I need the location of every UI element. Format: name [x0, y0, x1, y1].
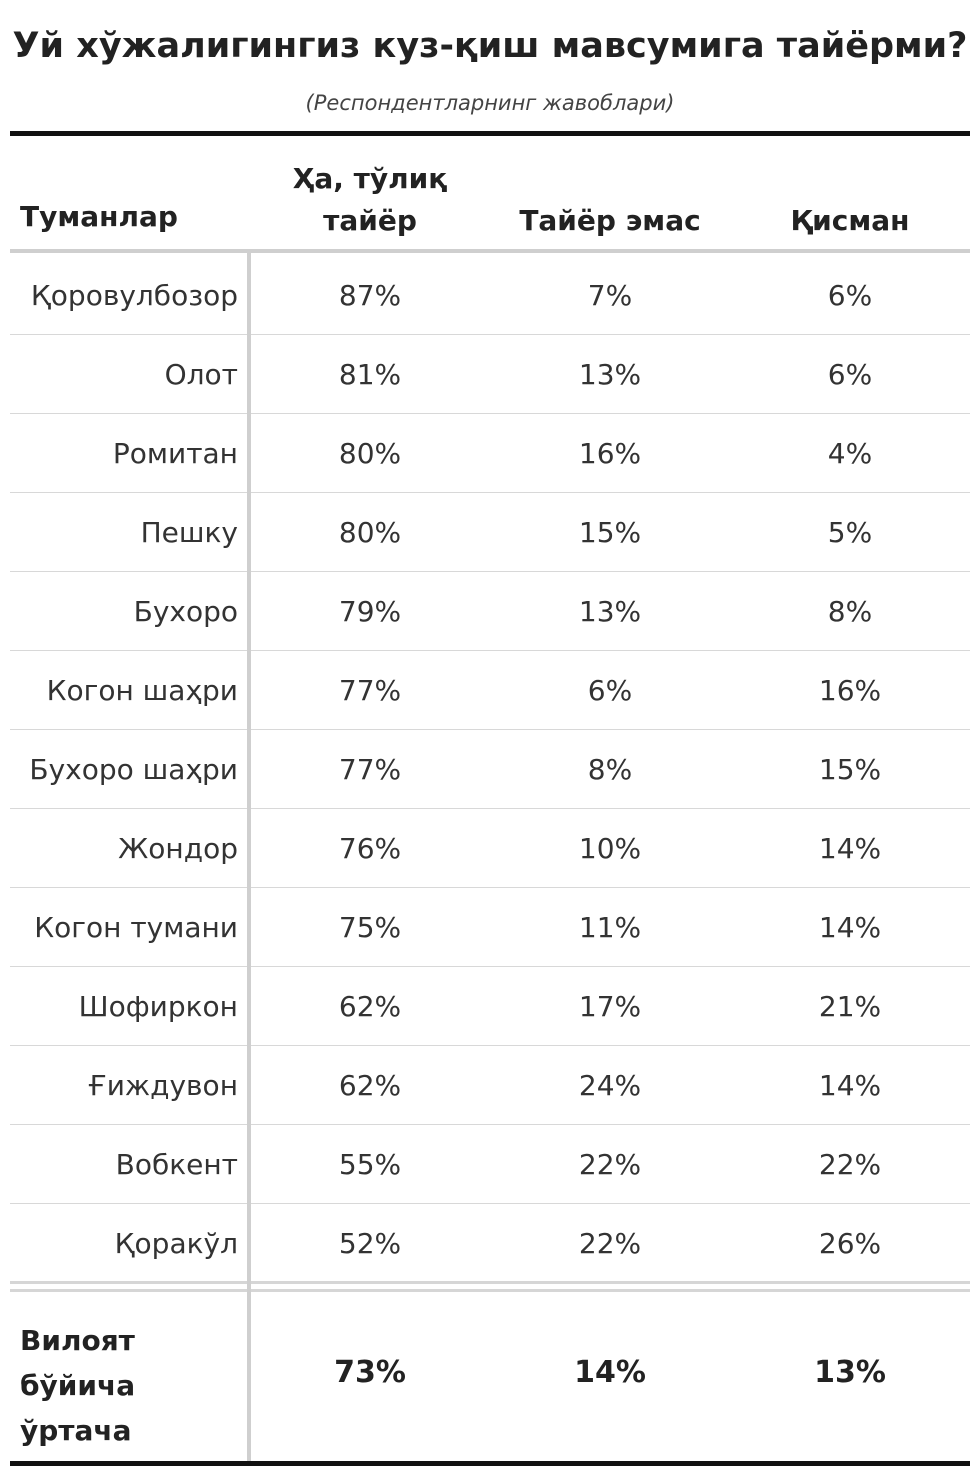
- table-row: Вобкент 55% 22% 22%: [10, 1125, 970, 1204]
- district-name: Ромитан: [112, 437, 238, 470]
- average-partially: 13%: [814, 1355, 886, 1390]
- header-not-ready: Тайёр эмас: [519, 204, 701, 237]
- cell-partially: 8%: [827, 595, 873, 628]
- table-row: Қоровулбозор 87% 7% 6%: [10, 256, 970, 335]
- table-row: Ғиждувон 62% 24% 14%: [10, 1046, 970, 1125]
- table-row: Шофиркон 62% 17% 21%: [10, 967, 970, 1046]
- cell-not-ready: 22%: [578, 1148, 642, 1181]
- cell-fully-ready: 62%: [338, 990, 402, 1023]
- cell-partially: 14%: [818, 832, 882, 865]
- cell-not-ready: 8%: [587, 753, 633, 786]
- cell-fully-ready: 77%: [338, 674, 402, 707]
- cell-not-ready: 10%: [578, 832, 642, 865]
- table-row: Ромитан 80% 16% 4%: [10, 414, 970, 493]
- average-row-label: Вилоят бўйича ўртача: [20, 1324, 136, 1447]
- cell-partially: 21%: [818, 990, 882, 1023]
- cell-not-ready: 24%: [578, 1069, 642, 1102]
- cell-fully-ready: 76%: [338, 832, 402, 865]
- table-row: Бухоро шаҳри 77% 8% 15%: [10, 730, 970, 809]
- cell-fully-ready: 77%: [338, 753, 402, 786]
- district-name: Вобкент: [115, 1148, 238, 1181]
- header-rule: [10, 249, 970, 253]
- table-row: Жондор 76% 10% 14%: [10, 809, 970, 888]
- cell-not-ready: 22%: [578, 1227, 642, 1260]
- table-row: Когон шаҳри 77% 6% 16%: [10, 651, 970, 730]
- table-row: Пешку 80% 15% 5%: [10, 493, 970, 572]
- table-row: Бухоро 79% 13% 8%: [10, 572, 970, 651]
- cell-partially: 4%: [827, 437, 873, 470]
- cell-fully-ready: 75%: [338, 911, 402, 944]
- cell-fully-ready: 79%: [338, 595, 402, 628]
- cell-not-ready: 17%: [578, 990, 642, 1023]
- average-separator-top: [10, 1281, 970, 1284]
- bottom-rule: [10, 1461, 970, 1466]
- district-name: Когон шаҳри: [46, 674, 238, 707]
- cell-fully-ready: 62%: [338, 1069, 402, 1102]
- cell-not-ready: 13%: [578, 595, 642, 628]
- average-separator-bottom: [10, 1289, 970, 1292]
- average-not-ready: 14%: [574, 1355, 646, 1390]
- cell-fully-ready: 80%: [338, 516, 402, 549]
- cell-not-ready: 11%: [578, 911, 642, 944]
- cell-fully-ready: 81%: [338, 358, 402, 391]
- district-name: Қоракўл: [114, 1227, 238, 1260]
- district-name: Когон тумани: [34, 911, 238, 944]
- district-name: Бухоро шаҳри: [29, 753, 238, 786]
- cell-not-ready: 15%: [578, 516, 642, 549]
- cell-fully-ready: 52%: [338, 1227, 402, 1260]
- district-name: Олот: [164, 358, 238, 391]
- table-row: Когон тумани 75% 11% 14%: [10, 888, 970, 967]
- cell-not-ready: 13%: [578, 358, 642, 391]
- cell-fully-ready: 87%: [338, 279, 402, 312]
- cell-partially: 14%: [818, 1069, 882, 1102]
- cell-partially: 22%: [818, 1148, 882, 1181]
- header-fully-ready: Ҳа, тўлиқ тайёр: [292, 162, 448, 237]
- district-name: Ғиждувон: [87, 1069, 238, 1102]
- cell-partially: 5%: [827, 516, 873, 549]
- top-rule: [10, 131, 970, 136]
- cell-partially: 6%: [827, 279, 873, 312]
- cell-partially: 15%: [818, 753, 882, 786]
- header-partially: Қисман: [790, 204, 910, 237]
- column-divider: [247, 253, 251, 1461]
- district-name: Бухоро: [133, 595, 238, 628]
- district-name: Қоровулбозор: [30, 279, 238, 312]
- cell-not-ready: 6%: [587, 674, 633, 707]
- header-districts: Туманлар: [20, 200, 178, 233]
- cell-fully-ready: 55%: [338, 1148, 402, 1181]
- cell-partially: 6%: [827, 358, 873, 391]
- chart-title: Уй хўжалигингиз куз-қиш мавсумига тайёрм…: [12, 26, 968, 66]
- cell-partially: 14%: [818, 911, 882, 944]
- table-row: Қоракўл 52% 22% 26%: [10, 1204, 970, 1283]
- cell-partially: 16%: [818, 674, 882, 707]
- cell-not-ready: 7%: [587, 279, 633, 312]
- cell-not-ready: 16%: [578, 437, 642, 470]
- district-name: Пешку: [140, 516, 238, 549]
- cell-fully-ready: 80%: [338, 437, 402, 470]
- district-name: Шофиркон: [78, 990, 238, 1023]
- district-name: Жондор: [118, 832, 238, 865]
- chart-subtitle: (Респондентларнинг жавоблари): [305, 91, 675, 115]
- average-fully-ready: 73%: [334, 1355, 406, 1390]
- cell-partially: 26%: [818, 1227, 882, 1260]
- table-row: Олот 81% 13% 6%: [10, 335, 970, 414]
